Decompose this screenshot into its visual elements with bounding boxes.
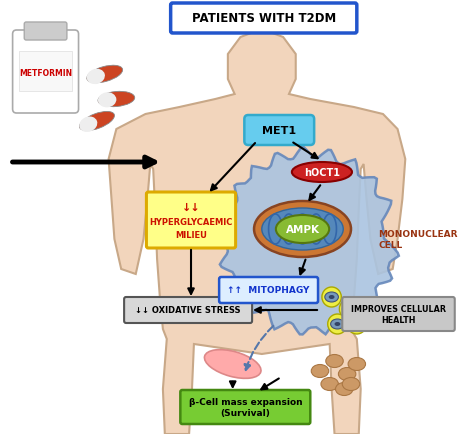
Text: MET1: MET1	[262, 126, 296, 136]
Ellipse shape	[87, 69, 105, 85]
FancyBboxPatch shape	[244, 116, 314, 146]
FancyBboxPatch shape	[146, 193, 236, 248]
Text: MONONUCLEAR
CELL: MONONUCLEAR CELL	[378, 230, 458, 249]
Ellipse shape	[321, 378, 338, 391]
Ellipse shape	[98, 92, 135, 107]
Polygon shape	[217, 147, 399, 335]
FancyBboxPatch shape	[124, 297, 252, 323]
Polygon shape	[109, 30, 405, 434]
Text: AMPK: AMPK	[285, 224, 319, 234]
Circle shape	[322, 287, 341, 307]
Ellipse shape	[98, 93, 117, 108]
Ellipse shape	[254, 201, 351, 257]
Ellipse shape	[292, 163, 352, 183]
FancyBboxPatch shape	[24, 23, 67, 41]
Text: ↓↓: ↓↓	[182, 203, 201, 213]
Ellipse shape	[342, 304, 356, 314]
Ellipse shape	[276, 216, 329, 243]
Circle shape	[339, 299, 359, 319]
Ellipse shape	[79, 117, 97, 133]
FancyBboxPatch shape	[19, 52, 72, 92]
Ellipse shape	[331, 319, 344, 329]
Ellipse shape	[336, 383, 353, 395]
Ellipse shape	[80, 112, 114, 131]
Circle shape	[328, 314, 347, 334]
Ellipse shape	[204, 350, 261, 378]
FancyBboxPatch shape	[13, 31, 79, 114]
Text: β-Cell mass expansion
(Survival): β-Cell mass expansion (Survival)	[189, 398, 302, 417]
Ellipse shape	[335, 322, 340, 326]
Ellipse shape	[326, 355, 343, 368]
Text: HYPERGLYCAEMIC: HYPERGLYCAEMIC	[149, 218, 233, 227]
FancyBboxPatch shape	[171, 4, 357, 34]
Ellipse shape	[325, 293, 338, 302]
FancyBboxPatch shape	[342, 297, 455, 331]
Text: PATIENTS WITH T2DM: PATIENTS WITH T2DM	[191, 13, 336, 26]
Ellipse shape	[338, 368, 356, 381]
Ellipse shape	[350, 319, 364, 329]
Text: ↑↑  MITOPHAGY: ↑↑ MITOPHAGY	[228, 286, 310, 295]
Ellipse shape	[87, 66, 123, 84]
Text: IMPROVES CELLULAR
HEALTH: IMPROVES CELLULAR HEALTH	[351, 305, 446, 324]
Text: MILIEU: MILIEU	[175, 231, 207, 240]
FancyBboxPatch shape	[180, 390, 310, 424]
Ellipse shape	[328, 295, 335, 299]
Text: METFORMIN: METFORMIN	[19, 68, 72, 77]
Ellipse shape	[311, 365, 328, 378]
Ellipse shape	[262, 208, 343, 250]
Ellipse shape	[354, 322, 360, 326]
Text: hOCT1: hOCT1	[304, 168, 340, 178]
Ellipse shape	[346, 307, 352, 311]
Ellipse shape	[342, 378, 360, 391]
FancyBboxPatch shape	[219, 277, 318, 303]
Text: ↓↓ OXIDATIVE STRESS: ↓↓ OXIDATIVE STRESS	[136, 306, 241, 315]
Ellipse shape	[348, 358, 365, 371]
Circle shape	[347, 314, 366, 334]
